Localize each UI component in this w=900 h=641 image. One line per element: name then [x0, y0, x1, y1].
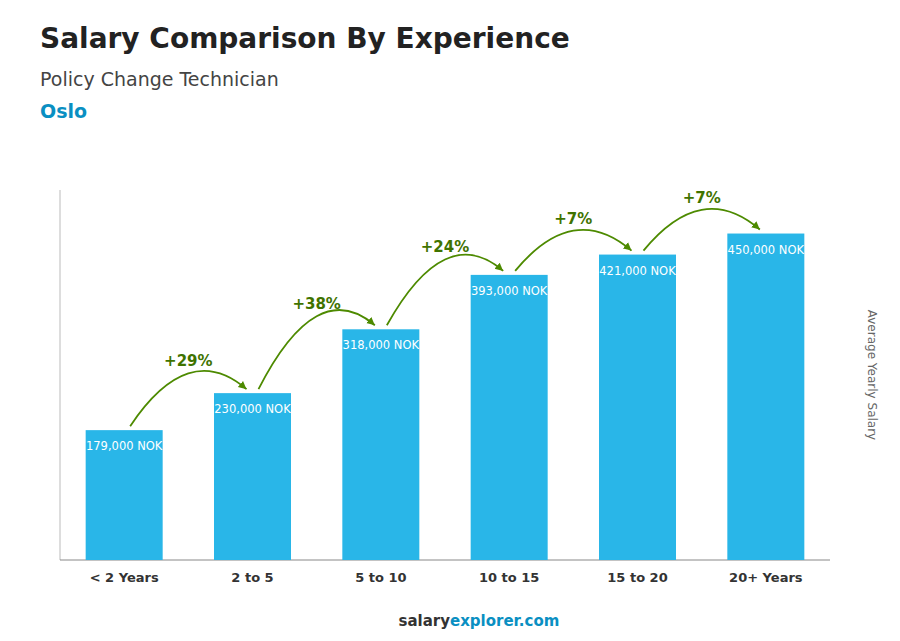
data-label: 421,000 NOK: [599, 264, 676, 278]
data-label: 179,000 NOK: [86, 439, 163, 453]
change-arrow: [515, 230, 631, 271]
annotation: +7%: [554, 210, 592, 228]
annotation: +24%: [421, 238, 469, 256]
title: Salary Comparison By Experience: [40, 22, 570, 55]
x-tick-label: 10 to 15: [479, 570, 539, 585]
bar: [214, 393, 291, 560]
bar: [599, 255, 676, 560]
x-tick-label: 15 to 20: [607, 570, 667, 585]
annotation: +38%: [292, 295, 340, 313]
data-label: 230,000 NOK: [214, 402, 291, 416]
data-label: 318,000 NOK: [343, 338, 420, 352]
bar: [471, 275, 548, 560]
data-label: 450,000 NOK: [728, 243, 805, 257]
annotation: +29%: [164, 352, 212, 370]
x-tick-label: 5 to 10: [355, 570, 406, 585]
bar: [342, 329, 419, 560]
y-axis-label: Average Yearly Salary: [865, 310, 879, 440]
location: Oslo: [40, 100, 87, 122]
x-axis-line: [60, 560, 830, 561]
annotation: +7%: [683, 189, 721, 207]
footer: salary: [399, 612, 451, 630]
change-arrow: [387, 255, 503, 326]
bar: [86, 430, 163, 560]
chart: Salary Comparison By Experience Policy Ch…: [0, 0, 900, 641]
change-arrow: [130, 371, 246, 426]
footer: explorer.com: [450, 612, 559, 630]
subtitle: Policy Change Technician: [40, 68, 279, 90]
y-axis-line: [60, 190, 61, 560]
change-arrow: [259, 310, 375, 389]
x-tick-label: < 2 Years: [90, 570, 159, 585]
bar: [727, 234, 804, 560]
x-tick-label: 20+ Years: [729, 570, 803, 585]
data-label: 393,000 NOK: [471, 284, 548, 298]
x-tick-label: 2 to 5: [231, 570, 273, 585]
change-arrow: [644, 209, 760, 251]
